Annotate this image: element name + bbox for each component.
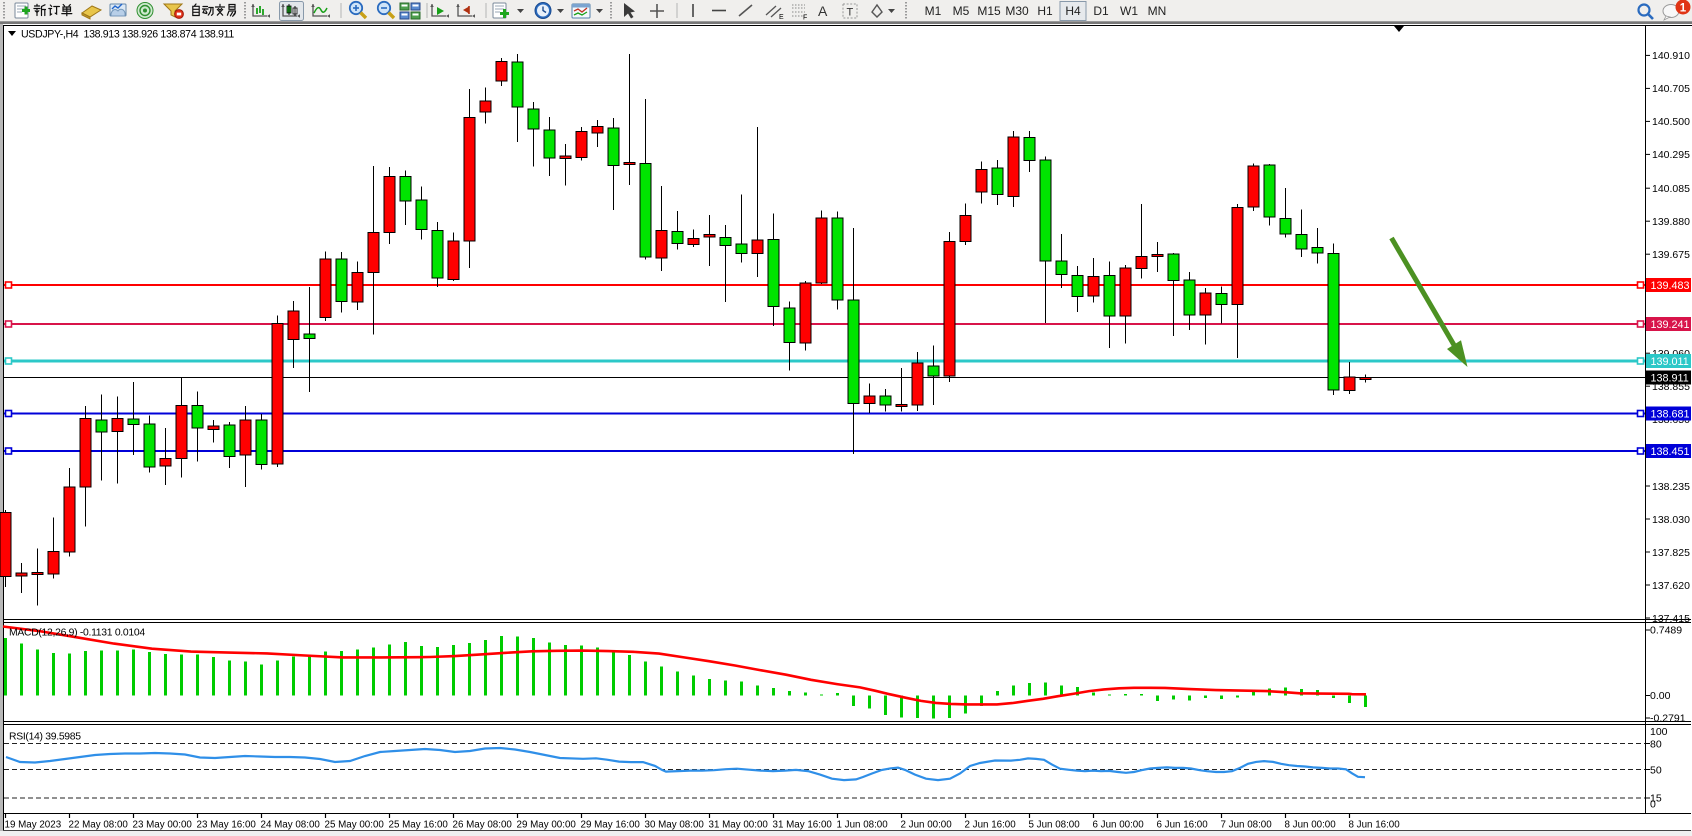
svg-text:M30: M30 — [1005, 4, 1029, 18]
svg-text:139.241: 139.241 — [1651, 319, 1690, 331]
svg-text:140.910: 140.910 — [1652, 50, 1690, 62]
svg-text:137.620: 137.620 — [1652, 580, 1690, 592]
svg-text:139.675: 139.675 — [1652, 249, 1690, 261]
svg-text:0.00: 0.00 — [1650, 690, 1671, 702]
svg-text:139.880: 139.880 — [1652, 216, 1690, 228]
svg-text:22 May 08:00: 22 May 08:00 — [69, 820, 129, 831]
svg-text:138.451: 138.451 — [1651, 446, 1690, 458]
svg-text:2 Jun 16:00: 2 Jun 16:00 — [965, 820, 1017, 831]
svg-text:MN: MN — [1148, 4, 1167, 18]
svg-text:139.483: 139.483 — [1651, 280, 1690, 292]
svg-text:100: 100 — [1650, 726, 1668, 738]
svg-text:M5: M5 — [953, 4, 970, 18]
svg-text:1 Jun 08:00: 1 Jun 08:00 — [837, 820, 889, 831]
svg-text:2 Jun 00:00: 2 Jun 00:00 — [901, 820, 953, 831]
svg-text:140.705: 140.705 — [1652, 83, 1690, 95]
svg-text:6 Jun 00:00: 6 Jun 00:00 — [1093, 820, 1145, 831]
svg-text:50: 50 — [1650, 764, 1662, 776]
svg-text:137.415: 137.415 — [1652, 613, 1690, 625]
svg-text:M1: M1 — [925, 4, 942, 18]
svg-text:138.911: 138.911 — [1651, 373, 1689, 385]
svg-text:29 May 00:00: 29 May 00:00 — [517, 820, 577, 831]
svg-text:140.500: 140.500 — [1652, 116, 1690, 128]
svg-text:0: 0 — [1650, 799, 1656, 811]
svg-text:D1: D1 — [1093, 4, 1109, 18]
svg-text:T: T — [847, 7, 854, 19]
svg-text:E: E — [779, 14, 784, 21]
svg-text:138.681: 138.681 — [1651, 409, 1690, 421]
svg-text:H1: H1 — [1037, 4, 1053, 18]
svg-text:RSI(14) 39.5985: RSI(14) 39.5985 — [9, 732, 81, 743]
svg-text:25 May 16:00: 25 May 16:00 — [389, 820, 449, 831]
svg-text:140.085: 140.085 — [1652, 183, 1690, 195]
svg-text:8 Jun 00:00: 8 Jun 00:00 — [1285, 820, 1337, 831]
svg-text:A: A — [818, 3, 828, 19]
svg-text:138.030: 138.030 — [1652, 514, 1690, 526]
svg-text:W1: W1 — [1120, 4, 1138, 18]
svg-text:7 Jun 08:00: 7 Jun 08:00 — [1221, 820, 1273, 831]
svg-text:139.011: 139.011 — [1651, 356, 1689, 368]
svg-text:31 May 00:00: 31 May 00:00 — [709, 820, 769, 831]
svg-text:1: 1 — [1680, 3, 1687, 15]
svg-text:6 Jun 16:00: 6 Jun 16:00 — [1157, 820, 1209, 831]
svg-text:USDJPY-,H4 138.913 138.926 13: USDJPY-,H4 138.913 138.926 138.874 138.9… — [21, 29, 234, 41]
svg-text:-0.2791: -0.2791 — [1650, 713, 1686, 725]
svg-text:F: F — [803, 15, 807, 22]
svg-text:8 Jun 16:00: 8 Jun 16:00 — [1349, 820, 1401, 831]
svg-text:25 May 00:00: 25 May 00:00 — [325, 820, 385, 831]
svg-text:5 Jun 08:00: 5 Jun 08:00 — [1029, 820, 1081, 831]
svg-text:23 May 00:00: 23 May 00:00 — [133, 820, 193, 831]
svg-text:31 May 16:00: 31 May 16:00 — [773, 820, 833, 831]
svg-text:M15: M15 — [977, 4, 1001, 18]
svg-text:26 May 08:00: 26 May 08:00 — [453, 820, 513, 831]
svg-text:15: 15 — [1650, 792, 1662, 804]
svg-text:80: 80 — [1650, 738, 1662, 750]
svg-text:29 May 16:00: 29 May 16:00 — [581, 820, 641, 831]
svg-text:H4: H4 — [1065, 4, 1081, 18]
svg-text:138.235: 138.235 — [1652, 481, 1690, 493]
svg-text:30 May 08:00: 30 May 08:00 — [645, 820, 705, 831]
svg-text:0.7489: 0.7489 — [1650, 625, 1682, 637]
svg-text:140.295: 140.295 — [1652, 149, 1690, 161]
svg-text:23 May 16:00: 23 May 16:00 — [197, 820, 257, 831]
svg-text:MACD(12,26,9) -0.1131 0.0104: MACD(12,26,9) -0.1131 0.0104 — [9, 628, 145, 639]
svg-text:24 May 08:00: 24 May 08:00 — [261, 820, 321, 831]
svg-text:19 May 2023: 19 May 2023 — [5, 820, 62, 831]
svg-text:137.825: 137.825 — [1652, 547, 1690, 559]
